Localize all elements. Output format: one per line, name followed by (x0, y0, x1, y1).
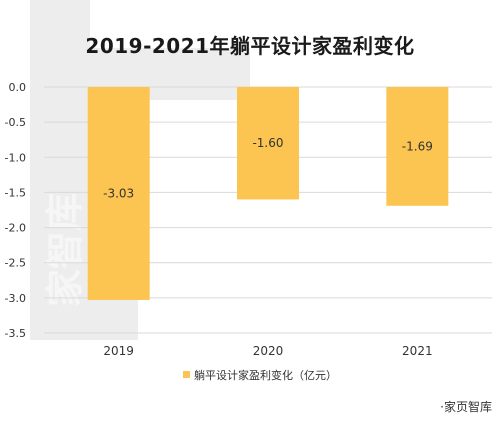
bar (237, 87, 299, 200)
x-axis: 2019 2020 2021 (103, 344, 432, 358)
y-axis: 0.0 -0.5 -1.0 -1.5 -2.0 -2.5 -3.0 -3.5 (5, 81, 26, 340)
data-label: -3.03 (103, 186, 134, 200)
chart-title: 2019-2021年躺平设计家盈利变化 (85, 34, 415, 58)
legend-label: 躺平设计家盈利变化（亿元） (194, 368, 337, 382)
bar (386, 87, 449, 206)
data-label: -1.69 (402, 139, 433, 153)
x-tick-label: 2019 (103, 344, 134, 358)
legend-swatch (183, 371, 190, 378)
x-tick-label: 2020 (253, 344, 284, 358)
y-tick-label: -2.0 (5, 222, 26, 235)
watermark-logo: 家智库 (30, 0, 250, 340)
bar (87, 87, 150, 300)
legend: 躺平设计家盈利变化（亿元） (183, 368, 337, 382)
y-tick-label: -3.0 (5, 292, 26, 305)
y-tick-label: -1.0 (5, 151, 26, 164)
watermark-text: 家智库 (43, 193, 87, 307)
data-label: -1.60 (252, 136, 283, 150)
y-tick-label: -0.5 (5, 116, 26, 129)
data-labels: -3.03 -1.60 -1.69 (103, 136, 433, 200)
y-tick-label: 0.0 (9, 81, 27, 94)
y-tick-label: -1.5 (5, 186, 26, 199)
source-label: ·家页智库 (440, 400, 492, 414)
y-tick-label: -2.5 (5, 257, 26, 270)
watermark-shape (30, 0, 250, 340)
y-tick-label: -3.5 (5, 327, 26, 340)
bars (87, 87, 449, 300)
x-tick-label: 2021 (402, 344, 433, 358)
